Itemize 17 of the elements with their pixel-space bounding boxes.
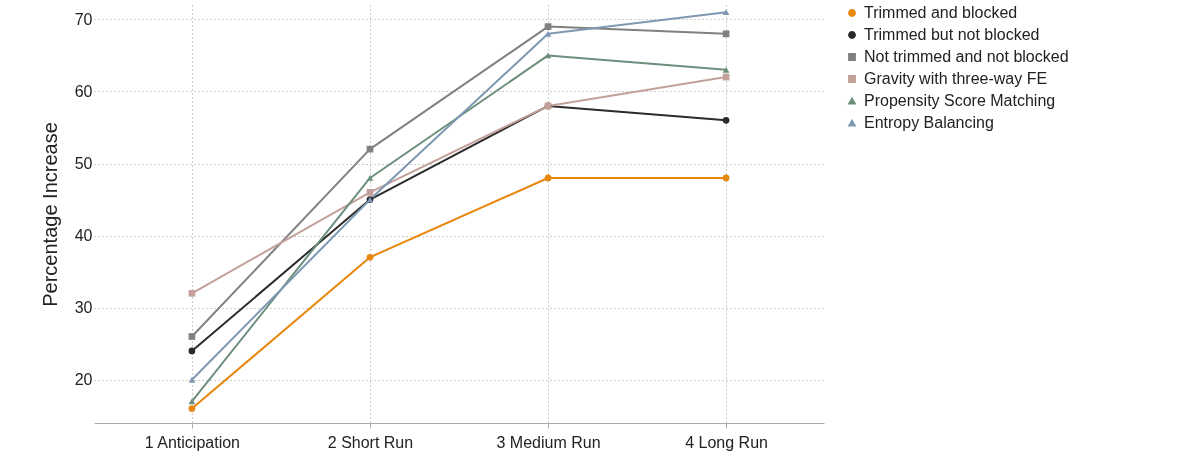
y-tick-label: 40	[74, 227, 93, 245]
y-tick-label: 60	[74, 82, 93, 100]
y-tick-label: 70	[74, 10, 93, 28]
y-tick-label: 30	[74, 299, 93, 317]
legend-label: Propensity Score Matching	[864, 92, 1056, 109]
legend-label: Not trimmed and not blocked	[864, 48, 1069, 65]
legend-label: Gravity with three-way FE	[864, 70, 1048, 87]
x-tick-label: 4 Long Run	[685, 433, 768, 451]
legend-label: Entropy Balancing	[864, 114, 994, 131]
x-tick-label: 3 Medium Run	[496, 433, 601, 451]
x-tick-label: 1 Anticipation	[144, 433, 241, 451]
x-tick-label: 2 Short Run	[327, 433, 414, 451]
y-tick-label: 50	[74, 155, 93, 173]
y-tick-label: 20	[74, 371, 93, 389]
legend-label: Trimmed and blocked	[864, 4, 1018, 21]
legend-label: Trimmed but not blocked	[864, 26, 1040, 43]
y-axis-title: Percentage Increase	[38, 122, 61, 307]
